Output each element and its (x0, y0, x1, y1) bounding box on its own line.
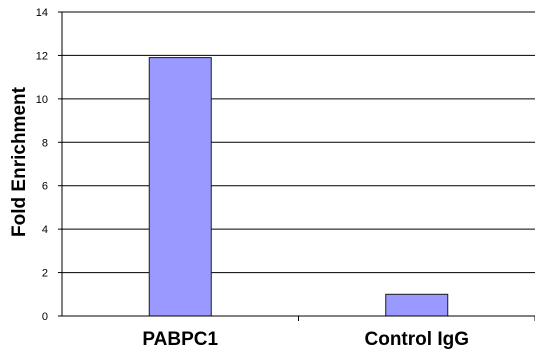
bars (148, 57, 449, 317)
bar (148, 57, 212, 317)
y-tick-label: 14 (36, 7, 48, 19)
y-tick-label: 4 (42, 224, 48, 236)
y-tick-labels: 0 2 4 6 8 10 12 14 (36, 7, 48, 323)
y-tick-label: 12 (36, 50, 48, 62)
y-tick-label: 0 (42, 311, 48, 323)
axes (61, 12, 535, 321)
category-label: PABPC1 (142, 329, 218, 350)
y-tick-label: 2 (42, 268, 48, 280)
category-labels: PABPC1 Control IgG (142, 329, 469, 350)
bar (385, 293, 449, 317)
y-tick-label: 8 (42, 137, 48, 149)
grid-lines (58, 11, 535, 317)
y-tick-label: 6 (42, 181, 48, 193)
y-axis-title: Fold Enrichment (9, 86, 30, 237)
y-tick-label: 10 (36, 94, 48, 106)
category-label: Control IgG (365, 329, 469, 350)
